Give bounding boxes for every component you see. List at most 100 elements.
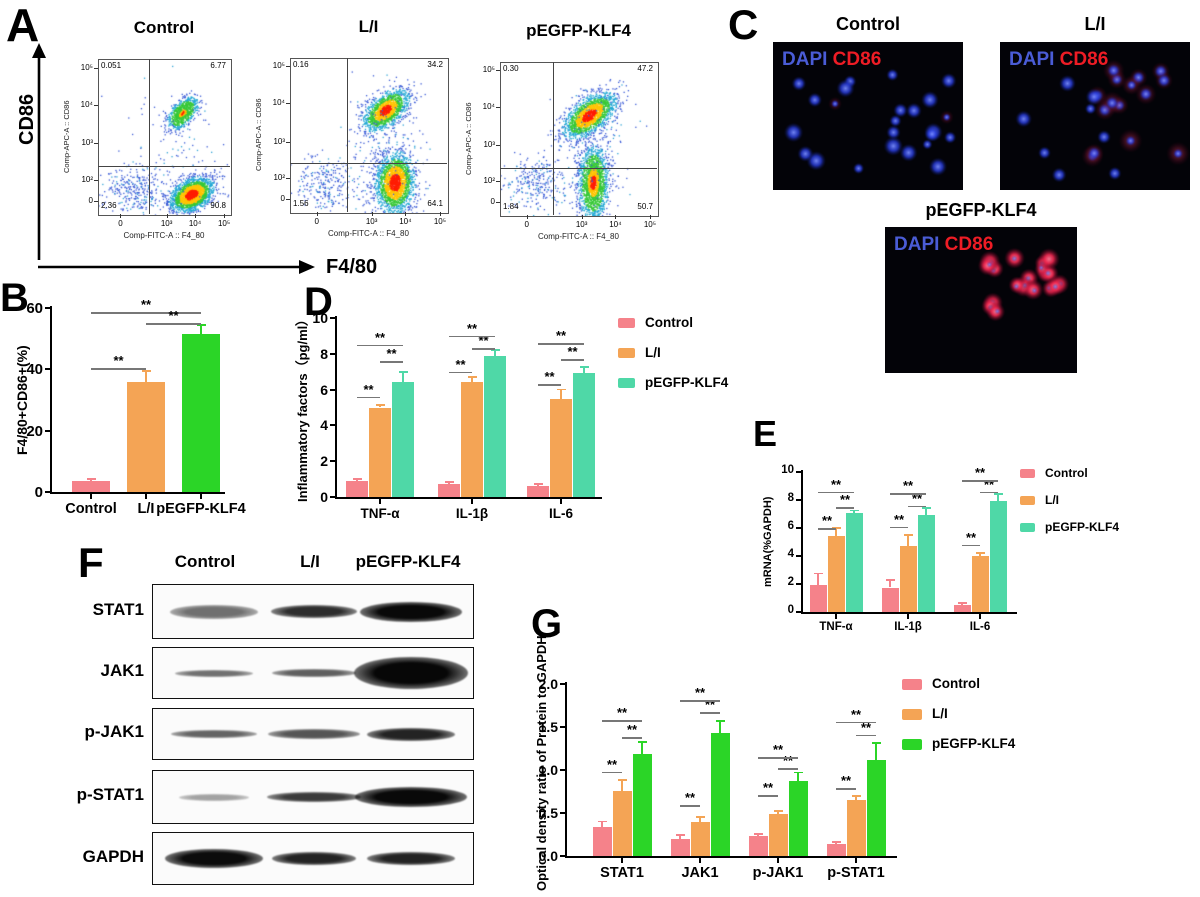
flow-y-tick-mark: [94, 104, 98, 106]
significance-label: **: [386, 345, 397, 361]
error-bar-cap: [849, 509, 859, 512]
error-bar-cap: [773, 810, 783, 813]
y-tick-mark: [796, 611, 801, 613]
bar: [632, 753, 652, 856]
blot-box: [152, 647, 474, 699]
flow-y-axis-label: Comp-APC-A :: CD86: [62, 100, 71, 173]
error-bar-line: [757, 833, 759, 837]
blot-band: [354, 657, 468, 689]
error-bar-line: [448, 481, 450, 484]
flow-y-tick-label: 10⁵: [272, 61, 285, 71]
chart-y-axis-label: mRNA(%GAPDH): [762, 496, 774, 588]
y-tick-label: 40: [26, 361, 43, 379]
significance-label: **: [626, 722, 638, 738]
error-bar-cap: [813, 572, 823, 575]
panel-b-chart: F4/80+CD86+(%) 0 20 40 60 Control L/I pEGFP-KLF…: [10, 295, 280, 540]
blot-band: [271, 605, 357, 618]
error-bar-cap: [86, 477, 96, 480]
significance-label: **: [830, 476, 842, 492]
error-bar-line: [145, 370, 147, 382]
error-bar-line: [817, 573, 819, 586]
error-bar-cap: [957, 602, 967, 604]
y-tick-mark: [330, 317, 335, 319]
bar: [809, 585, 827, 612]
y-axis-line: [50, 306, 53, 494]
flow-y-tick-label: 10²: [81, 174, 93, 184]
error-bar-cap: [921, 506, 931, 509]
x-tick-mark: [379, 499, 381, 505]
blot-band: [175, 669, 253, 677]
flow-x-tick-label: 10⁴: [609, 220, 622, 229]
y-tick-label: 2: [787, 576, 794, 588]
flow-x-tick-mark: [166, 214, 168, 218]
significance-line: [818, 491, 854, 494]
error-bar-line: [356, 478, 358, 481]
y-tick-label: 2: [320, 453, 328, 470]
x-tick-mark: [200, 494, 202, 500]
bar: [72, 481, 110, 492]
flow-plot-box: [500, 62, 659, 217]
category-label: L/I: [137, 501, 155, 517]
error-bar-line: [621, 780, 623, 791]
flow-y-tick-label: 10³: [483, 140, 495, 150]
legend-label: pEGFP-KLF4: [645, 375, 729, 390]
flow-x-tick-mark: [526, 215, 528, 219]
flow-x-tick-mark: [649, 215, 651, 219]
legend-label: pEGFP-KLF4: [1045, 520, 1119, 534]
y-tick-mark: [796, 471, 801, 473]
flow-y-tick-mark: [94, 200, 98, 202]
significance-label: **: [983, 476, 995, 492]
y-tick-mark: [330, 352, 335, 355]
stain-labels: DAPI CD86: [782, 49, 881, 71]
error-bar-cap: [490, 349, 500, 352]
error-bar-line: [875, 743, 877, 760]
y-tick-label: 6: [320, 381, 328, 398]
legend-swatch: [902, 679, 922, 690]
significance-label: **: [544, 369, 555, 385]
significance-line: [962, 480, 998, 482]
significance-line: [700, 712, 720, 714]
significance-label: **: [684, 790, 696, 806]
bar: [392, 381, 414, 497]
x-axis-line: [335, 497, 602, 500]
significance-line: [449, 371, 472, 374]
quadrant-value-tl: 0.30: [503, 64, 519, 73]
x-tick-mark: [699, 858, 701, 864]
bar: [845, 512, 863, 612]
blot-lane-header: pEGFP-KLF4: [355, 552, 461, 571]
significance-line: [146, 323, 201, 325]
flow-y-tick-mark: [496, 107, 500, 109]
significance-line: [908, 505, 926, 508]
legend-label: Control: [645, 315, 693, 330]
y-tick-label: 8: [320, 345, 328, 362]
bar: [592, 826, 612, 856]
x-tick-mark: [979, 614, 981, 620]
error-bar-cap: [579, 366, 589, 369]
significance-label: **: [821, 513, 833, 528]
y-tick-mark: [330, 496, 335, 498]
error-bar-cap: [352, 477, 362, 480]
significance-line: [538, 343, 584, 345]
significance-line: [856, 734, 876, 737]
flow-y-tick-label: 0: [88, 195, 93, 205]
bar: [461, 381, 483, 497]
flow-x-tick-label: 0: [524, 220, 529, 229]
blot-box: [152, 832, 474, 885]
flow-y-tick-mark: [94, 143, 98, 145]
flow-x-tick-label: 10³: [575, 220, 588, 229]
blot-band: [268, 729, 360, 739]
category-label: TNF-α: [360, 506, 400, 521]
bar: [826, 843, 846, 856]
bar: [748, 836, 768, 856]
blot-box: [152, 770, 474, 824]
significance-label: **: [140, 296, 152, 312]
y-tick-mark: [796, 527, 801, 529]
x-tick-mark: [777, 858, 779, 864]
quadrant-value-tr: 47.2: [637, 64, 653, 73]
bar: [866, 759, 886, 856]
y-tick-mark: [560, 769, 565, 771]
error-bar-line: [979, 553, 981, 556]
error-bar-cap: [444, 480, 454, 483]
bar: [899, 545, 917, 612]
quadrant-vertical-line: [346, 58, 348, 212]
